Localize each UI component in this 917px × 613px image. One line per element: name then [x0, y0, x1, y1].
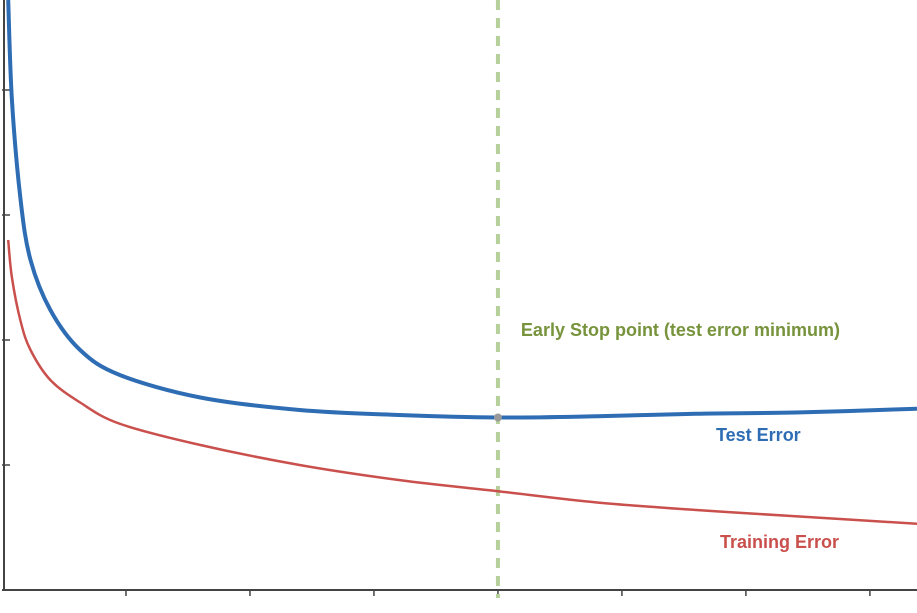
- early-stop-point: [493, 413, 502, 422]
- series-label: Test Error: [716, 425, 801, 445]
- series-line: [6, 0, 917, 420]
- series-line: [6, 239, 917, 525]
- annotation: Early Stop point (test error minimum): [521, 320, 840, 340]
- series-label: Training Error: [720, 532, 839, 552]
